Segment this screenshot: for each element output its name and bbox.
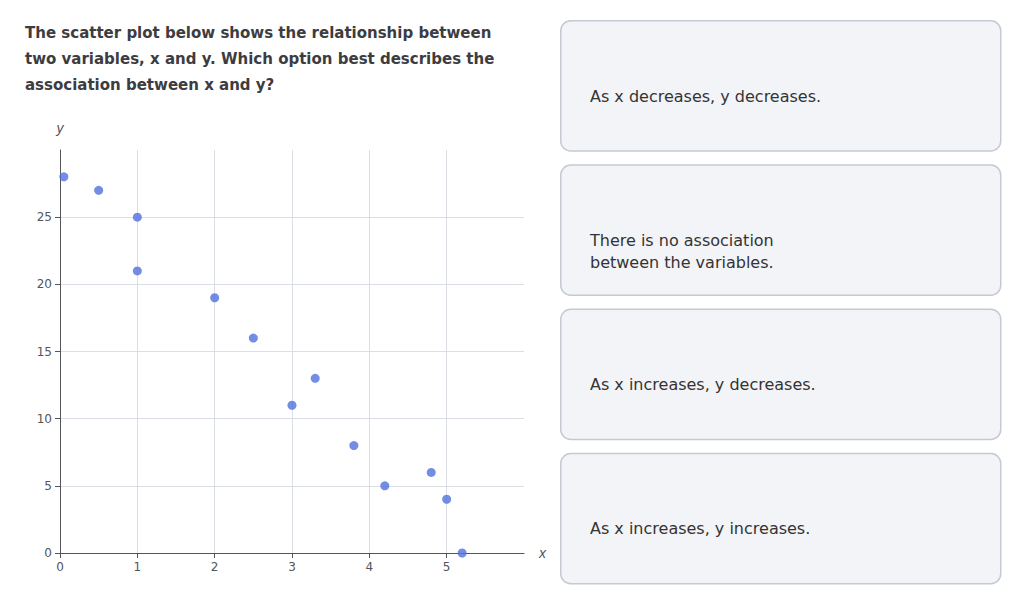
svg-text:The scatter plot below shows t: The scatter plot below shows the relatio…: [25, 24, 491, 42]
svg-text:0: 0: [56, 560, 64, 574]
svg-text:between the variables.: between the variables.: [590, 253, 774, 272]
svg-text:y: y: [56, 120, 65, 136]
svg-text:2: 2: [211, 560, 219, 574]
svg-text:x: x: [538, 545, 547, 561]
svg-text:association between x and y?: association between x and y?: [25, 76, 274, 94]
svg-text:4: 4: [366, 560, 374, 574]
svg-text:As x increases, y decreases.: As x increases, y decreases.: [590, 375, 816, 394]
svg-text:5: 5: [44, 479, 52, 493]
svg-text:3: 3: [288, 560, 296, 574]
svg-text:There is no association: There is no association: [589, 231, 774, 250]
svg-text:0: 0: [44, 546, 52, 560]
svg-text:10: 10: [37, 412, 52, 426]
svg-text:5: 5: [443, 560, 451, 574]
svg-text:25: 25: [37, 210, 52, 224]
svg-text:20: 20: [37, 277, 52, 291]
svg-text:15: 15: [37, 345, 52, 359]
svg-text:1: 1: [134, 560, 142, 574]
svg-text:As x increases, y increases.: As x increases, y increases.: [590, 519, 810, 538]
svg-text:two variables, x and y. Which: two variables, x and y. Which option bes…: [25, 50, 494, 68]
svg-text:As x decreases, y decreases.: As x decreases, y decreases.: [590, 87, 821, 106]
